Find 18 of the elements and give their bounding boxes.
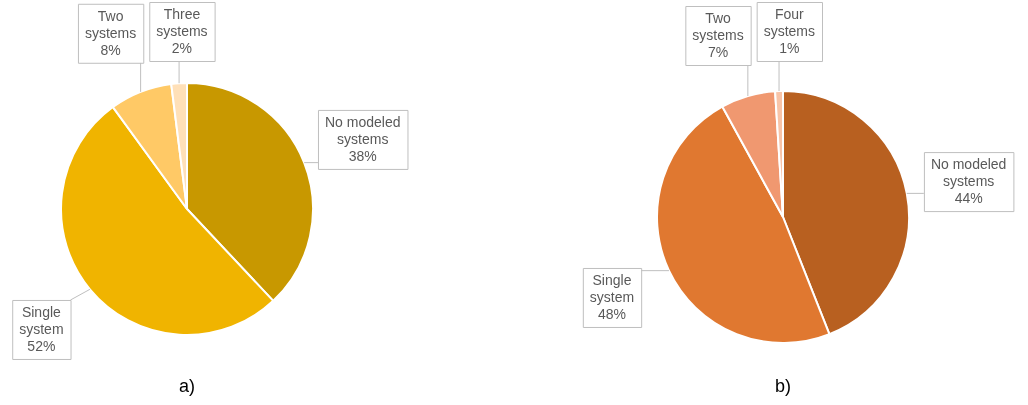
data-label: 7% [707,43,729,60]
text: b) [774,375,792,396]
slice-label: Three systems [156,5,208,39]
slice-label: Two systems [692,9,744,43]
slice-label: Four systems [763,5,816,39]
data-label: 2% [171,39,193,56]
slice-label: No modeled systems [324,113,401,147]
slice-label: Two systems [84,7,137,41]
slice-label: No modeled systems [930,155,1007,189]
data-label: 48% [597,305,626,322]
data-label: 1% [779,39,800,56]
slice-label: Single system [19,303,64,337]
slice-label: Single system [589,271,635,305]
data-label: 52% [27,337,56,354]
data-label: 8% [100,41,121,58]
text: a) [178,375,196,396]
data-label: 38% [348,147,377,164]
data-label: 44% [954,189,983,206]
